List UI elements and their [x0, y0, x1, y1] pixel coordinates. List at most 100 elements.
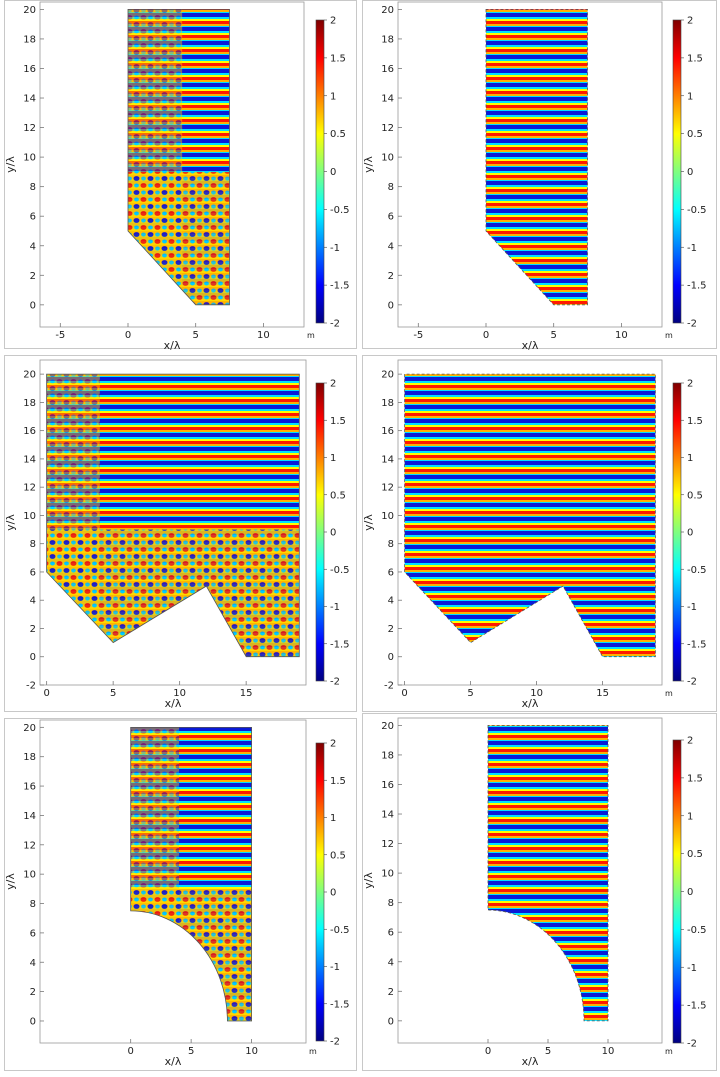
colorbar-tick-label: -1	[330, 602, 340, 613]
colorbar-tick-label: 1	[330, 453, 336, 464]
y-tick-label: 4	[388, 596, 394, 607]
colorbar-tick-label: -1.5	[330, 281, 350, 292]
colorbar-tick-label: 0.5	[330, 490, 346, 501]
x-unit-label: m	[665, 1047, 673, 1056]
colorbar-tick-label: -2	[687, 1039, 697, 1050]
y-tick-label: 16	[381, 780, 394, 791]
y-tick-label: -2	[384, 681, 394, 692]
y-tick-label: 16	[381, 426, 394, 437]
y-tick-label: 16	[381, 64, 394, 75]
y-tick-label: 6	[30, 567, 36, 578]
colorbar-tick-label: 0	[687, 167, 693, 178]
colorbar-tick-label: -1.5	[687, 281, 707, 292]
x-tick-label: 0	[43, 688, 49, 699]
colorbar-tick-label: 2	[687, 736, 693, 747]
y-axis-label: y/λ	[362, 514, 375, 531]
y-tick-label: 4	[30, 596, 36, 607]
colorbar-tick-label: -2	[330, 1037, 340, 1048]
colorbar-tick-label: 1	[687, 453, 693, 464]
x-tick-label: 15	[240, 688, 253, 699]
colorbar-tick-label: 1	[687, 91, 693, 102]
axes-box	[397, 359, 663, 686]
colorbar-tick-label: -1	[330, 243, 340, 254]
y-tick-label: 2	[388, 987, 394, 998]
y-tick-label: 14	[23, 811, 36, 822]
x-axis-label: x/λ	[522, 697, 539, 710]
y-tick-label: 16	[23, 426, 36, 437]
colorbar	[315, 382, 325, 682]
y-tick-label: 12	[23, 483, 36, 494]
colorbar-tick-label: 0.5	[687, 490, 703, 501]
y-tick-label: 14	[23, 94, 36, 105]
y-tick-label: 0	[388, 1016, 394, 1027]
y-axis-label: y/λ	[4, 514, 17, 531]
y-tick-label: 2	[30, 987, 36, 998]
colorbar-tick-label: -1	[687, 243, 697, 254]
y-tick-label: 14	[381, 94, 394, 105]
x-unit-label: m	[307, 331, 315, 340]
y-tick-label: 0	[388, 300, 394, 311]
y-tick-label: 10	[23, 153, 36, 164]
y-tick-label: 8	[30, 539, 36, 550]
axes-box	[39, 1, 305, 328]
y-tick-label: 10	[23, 511, 36, 522]
y-tick-label: 20	[23, 370, 36, 381]
y-tick-label: 10	[381, 869, 394, 880]
chart-panel-3: 0 5 10 15 -2 0 2 4 6 8 10 12 14 16 18 20 x/λ y/λ 2 1.5 1 0.5 0…	[4, 355, 357, 712]
y-axis-label: y/λ	[362, 872, 375, 889]
y-tick-label: 14	[381, 454, 394, 465]
colorbar-tick-label: -0.5	[687, 925, 707, 936]
colorbar-tick-label: -2	[687, 319, 697, 330]
x-tick-label: 10	[615, 330, 628, 341]
colorbar-tick-label: 0.5	[687, 129, 703, 140]
x-tick-label: 0	[483, 330, 489, 341]
y-tick-label: 2	[30, 624, 36, 635]
colorbar	[672, 739, 682, 1044]
y-tick-label: 6	[388, 567, 394, 578]
x-tick-label: 10	[245, 1046, 258, 1057]
x-tick-label: 5	[467, 688, 473, 699]
x-tick-label: 0	[401, 688, 407, 699]
colorbar-tick-label: 1.5	[330, 53, 346, 64]
x-tick-label: 5	[551, 330, 557, 341]
colorbar-tick-label: 0	[687, 887, 693, 898]
colorbar-tick-label: 1.5	[687, 773, 703, 784]
y-tick-label: 12	[381, 839, 394, 850]
colorbar-tick-label: -0.5	[687, 565, 707, 576]
axes-box	[39, 359, 307, 686]
colorbar-tick-label: -1.5	[330, 999, 350, 1010]
y-tick-label: 0	[30, 300, 36, 311]
y-tick-label: 10	[381, 153, 394, 164]
y-tick-label: 12	[23, 840, 36, 851]
domain-outline	[127, 9, 230, 306]
colorbar-tick-label: -0.5	[330, 565, 350, 576]
y-tick-label: -2	[26, 681, 36, 692]
colorbar-tick-label: -1	[330, 962, 340, 973]
y-tick-label: 2	[388, 271, 394, 282]
colorbar-tick-label: -1.5	[330, 639, 350, 650]
y-tick-label: 0	[388, 652, 394, 663]
y-axis-label: y/λ	[4, 873, 17, 890]
y-axis-label: y/λ	[4, 156, 17, 173]
x-tick-label: 5	[110, 688, 116, 699]
axes-box	[39, 719, 307, 1044]
colorbar-tick-label: 1.5	[330, 416, 346, 427]
colorbar-tick-label: 0.5	[330, 129, 346, 140]
colorbar-tick-label: 0.5	[687, 849, 703, 860]
y-tick-label: 20	[381, 5, 394, 16]
chart-panel-6: 0 5 10 0 2 4 6 8 10 12 14 16 18 20 x/λ y/λ m 2 1.5 1 0.5 0 -0.…	[362, 713, 717, 1071]
colorbar-tick-label: -0.5	[687, 205, 707, 216]
x-axis-label: x/λ	[522, 1055, 539, 1068]
y-tick-label: 8	[388, 898, 394, 909]
x-axis-label: x/λ	[165, 697, 182, 710]
x-tick-label: 10	[257, 330, 270, 341]
y-tick-label: 20	[23, 723, 36, 734]
y-tick-label: 18	[23, 398, 36, 409]
colorbar-tick-label: -1	[687, 602, 697, 613]
colorbar	[672, 382, 682, 682]
axes-box	[397, 717, 663, 1044]
y-tick-label: 18	[381, 398, 394, 409]
y-tick-label: 18	[23, 34, 36, 45]
y-tick-label: 8	[30, 899, 36, 910]
